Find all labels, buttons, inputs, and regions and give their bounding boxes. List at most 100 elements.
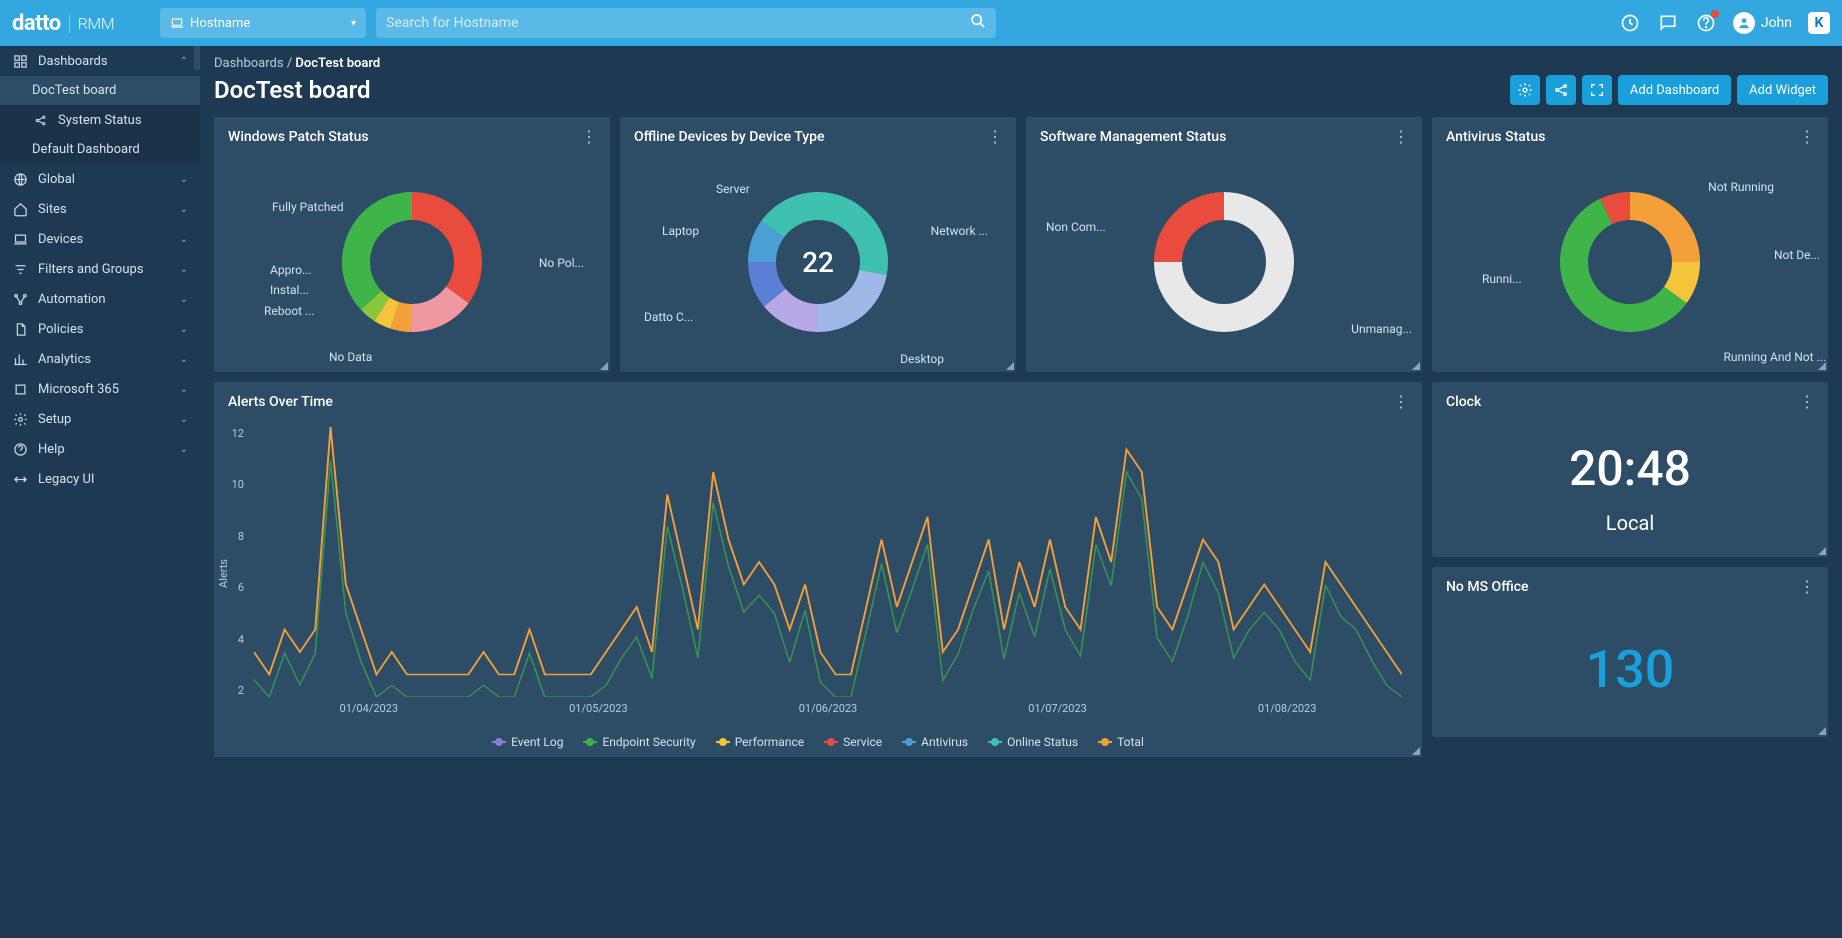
sidebar-item-filters[interactable]: Filters and Groups ⌄ bbox=[0, 254, 200, 284]
breadcrumb-parent[interactable]: Dashboards bbox=[214, 56, 284, 71]
resize-handle[interactable] bbox=[1816, 725, 1828, 737]
donut-chart bbox=[332, 182, 492, 342]
nav-label: Sites bbox=[38, 202, 67, 217]
sidebar-item-policies[interactable]: Policies ⌄ bbox=[0, 314, 200, 344]
nav-label: Setup bbox=[38, 412, 71, 427]
hostname-label: Hostname bbox=[190, 16, 250, 31]
nav-label: Legacy UI bbox=[38, 472, 94, 487]
widget-menu-icon[interactable]: ⋮ bbox=[581, 127, 596, 146]
nodes-icon bbox=[12, 291, 28, 307]
widget-menu-icon[interactable]: ⋮ bbox=[1799, 127, 1814, 146]
chat-icon[interactable] bbox=[1657, 12, 1679, 34]
legend-item[interactable]: Event Log bbox=[492, 735, 563, 749]
nav-label: DocTest board bbox=[32, 83, 116, 98]
doc-icon bbox=[12, 321, 28, 337]
search-container bbox=[376, 8, 996, 38]
search-icon[interactable] bbox=[970, 13, 986, 33]
topbar-right: John K bbox=[1619, 12, 1830, 34]
square-icon bbox=[12, 381, 28, 397]
sidebar-item-analytics[interactable]: Analytics ⌄ bbox=[0, 344, 200, 374]
y-axis: 12108642 bbox=[224, 427, 244, 697]
clock-icon[interactable] bbox=[1619, 12, 1641, 34]
home-icon bbox=[12, 201, 28, 217]
user-name: John bbox=[1761, 15, 1792, 31]
line-chart bbox=[254, 427, 1402, 697]
widget-menu-icon[interactable]: ⋮ bbox=[1799, 392, 1814, 411]
brand-product: RMM bbox=[69, 14, 114, 33]
resize-handle[interactable] bbox=[1410, 745, 1422, 757]
legend-item[interactable]: Service bbox=[824, 735, 882, 749]
sidebar-item-setup[interactable]: Setup ⌄ bbox=[0, 404, 200, 434]
resize-handle[interactable] bbox=[1816, 360, 1828, 372]
search-input[interactable] bbox=[386, 15, 986, 31]
avatar-icon bbox=[1733, 12, 1755, 34]
slice-label: Non Com... bbox=[1046, 220, 1106, 234]
hostname-selector[interactable]: Hostname bbox=[160, 8, 366, 38]
resize-handle[interactable] bbox=[1004, 360, 1016, 372]
nav-label: System Status bbox=[58, 113, 142, 128]
widget-menu-icon[interactable]: ⋮ bbox=[1393, 392, 1408, 411]
resize-handle[interactable] bbox=[1816, 545, 1828, 557]
widget-title: Software Management Status bbox=[1040, 129, 1226, 145]
counter-value: 130 bbox=[1586, 639, 1675, 700]
nav-label: Microsoft 365 bbox=[38, 382, 119, 397]
topbar: datto RMM Hostname John K bbox=[0, 0, 1842, 46]
swap-icon bbox=[12, 471, 28, 487]
add-dashboard-button[interactable]: Add Dashboard bbox=[1618, 75, 1731, 105]
add-widget-button[interactable]: Add Widget bbox=[1737, 75, 1828, 105]
widget-patch-status: Windows Patch Status⋮ No Pol...No DataRe… bbox=[214, 117, 610, 372]
chevron-icon: ⌄ bbox=[180, 294, 188, 305]
widget-title: Alerts Over Time bbox=[228, 394, 333, 410]
slice-label: Fully Patched bbox=[272, 200, 344, 214]
sidebar-item-automation[interactable]: Automation ⌄ bbox=[0, 284, 200, 314]
sidebar-item-sysstatus[interactable]: System Status bbox=[0, 105, 200, 135]
fullscreen-button[interactable] bbox=[1582, 75, 1612, 105]
help-icon bbox=[12, 441, 28, 457]
widget-software-mgmt: Software Management Status⋮ Unmanag...No… bbox=[1026, 117, 1422, 372]
legend-item[interactable]: Performance bbox=[716, 735, 804, 749]
slice-label: Datto C... bbox=[644, 310, 693, 324]
slice-label: Appro... bbox=[270, 263, 312, 277]
donut-center-value: 22 bbox=[802, 246, 834, 279]
resize-handle[interactable] bbox=[1410, 360, 1422, 372]
sidebar-item-default[interactable]: Default Dashboard bbox=[0, 135, 200, 164]
slice-label: No Data bbox=[329, 350, 372, 364]
legend-item[interactable]: Endpoint Security bbox=[583, 735, 695, 749]
share-button[interactable] bbox=[1546, 75, 1576, 105]
slice-label: Network ... bbox=[931, 224, 988, 238]
nav-label: Help bbox=[38, 442, 65, 457]
grid-icon bbox=[12, 53, 28, 69]
widget-offline-devices: Offline Devices by Device Type⋮ 22 Netwo… bbox=[620, 117, 1016, 372]
nav-label: Analytics bbox=[38, 352, 91, 367]
settings-button[interactable] bbox=[1510, 75, 1540, 105]
sidebar-item-global[interactable]: Global ⌄ bbox=[0, 164, 200, 194]
chevron-icon: ⌄ bbox=[180, 264, 188, 275]
legend-item[interactable]: Antivirus bbox=[902, 735, 968, 749]
widget-menu-icon[interactable]: ⋮ bbox=[1799, 577, 1814, 596]
widget-menu-icon[interactable]: ⋮ bbox=[1393, 127, 1408, 146]
widget-menu-icon[interactable]: ⋮ bbox=[987, 127, 1002, 146]
filter-icon bbox=[12, 261, 28, 277]
sidebar-item-help[interactable]: Help ⌄ bbox=[0, 434, 200, 464]
sidebar-item-dashboards[interactable]: Dashboards ⌃ ‹ bbox=[0, 46, 200, 76]
legend-item[interactable]: Online Status bbox=[988, 735, 1078, 749]
legend-item[interactable]: Total bbox=[1098, 735, 1144, 749]
chevron-icon: ⌄ bbox=[180, 204, 188, 215]
globe-icon bbox=[12, 171, 28, 187]
slice-label: Not De... bbox=[1774, 248, 1820, 262]
chart-legend: Event Log Endpoint Security Performance Ser… bbox=[214, 735, 1422, 749]
share-icon bbox=[32, 112, 48, 128]
user-menu[interactable]: John bbox=[1733, 12, 1792, 34]
sidebar-item-sites[interactable]: Sites ⌄ bbox=[0, 194, 200, 224]
chevron-icon: ⌄ bbox=[180, 234, 188, 245]
chevron-icon: ⌄ bbox=[180, 354, 188, 365]
k-badge[interactable]: K bbox=[1808, 12, 1830, 34]
sidebar-item-doctest[interactable]: DocTest board bbox=[0, 76, 200, 105]
resize-handle[interactable] bbox=[598, 360, 610, 372]
sidebar-item-devices[interactable]: Devices ⌄ bbox=[0, 224, 200, 254]
sidebar-item-ms365[interactable]: Microsoft 365 ⌄ bbox=[0, 374, 200, 404]
sidebar-item-legacy[interactable]: Legacy UI bbox=[0, 464, 200, 494]
x-axis: 01/04/202301/05/202301/06/202301/07/2023… bbox=[254, 702, 1402, 715]
help-icon[interactable] bbox=[1695, 12, 1717, 34]
slice-label: Reboot ... bbox=[264, 304, 315, 318]
